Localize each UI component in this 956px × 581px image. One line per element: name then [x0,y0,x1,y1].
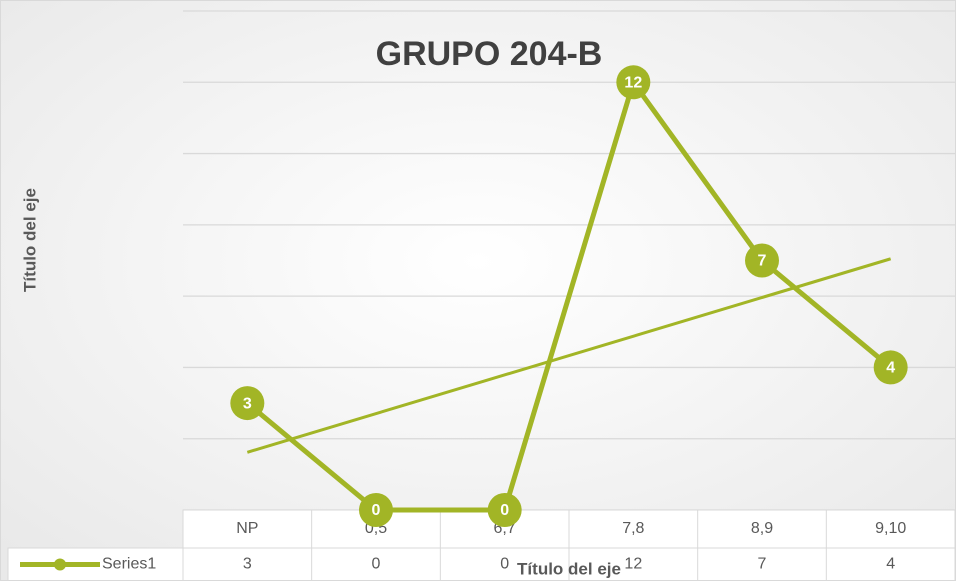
x-tick-label: NP [236,520,258,537]
marker [616,65,651,100]
data-label: 4 [886,360,895,377]
data-label: 12 [624,75,642,92]
table-value: 3 [243,556,252,573]
data-label: 0 [372,502,381,519]
x-tick-label: 7,8 [622,520,644,537]
table-value: 7 [758,556,767,573]
table-value: 0 [500,556,509,573]
chart-title: GRUPO 204-B [376,35,603,73]
marker [230,386,265,421]
table-value: 0 [372,556,381,573]
legend-marker [54,558,66,571]
x-tick-label: 8,9 [751,520,773,537]
data-label: 3 [243,395,252,412]
x-tick-label: 9,10 [875,520,906,537]
marker [359,493,393,527]
trendline [246,257,892,454]
data-table [7,547,956,581]
table-value: 12 [624,556,642,573]
table-value: 4 [886,556,895,573]
marker [873,350,908,385]
series-line [245,79,893,513]
x-axis-title: Título del eje [517,559,621,578]
y-axis-title: Título del eje [20,188,39,292]
data-label: 7 [758,253,767,270]
legend-label: Series1 [102,556,156,573]
marker [487,493,522,527]
marker [745,243,779,278]
data-label: 0 [500,502,509,519]
